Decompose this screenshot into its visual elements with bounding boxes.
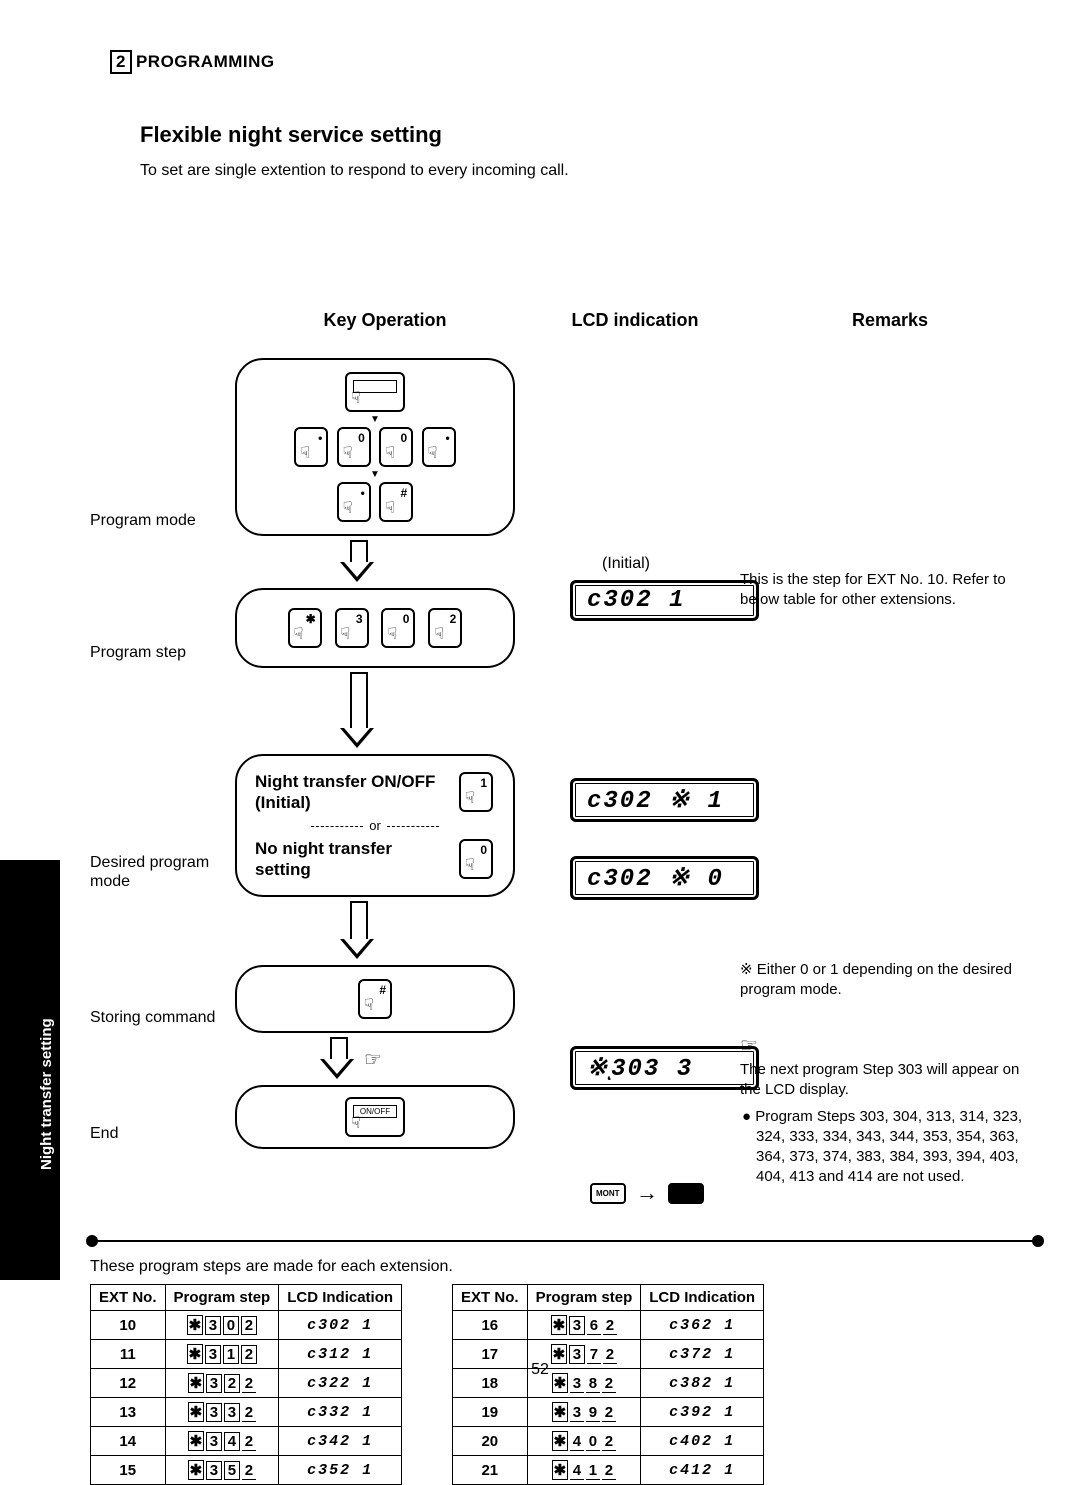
label-program-step: Program step [90, 588, 235, 668]
card-end: ON/OFF☟ [235, 1085, 515, 1149]
arrow-down-icon [340, 540, 374, 584]
th-ext: EXT No. [453, 1285, 528, 1311]
intro-text: To set are single extention to respond t… [140, 162, 1020, 180]
night-transfer-on-label: Night transfer ON/OFF (Initial) [255, 771, 447, 814]
keycap-icon: ☟ [345, 372, 405, 412]
table-row: 16✱362c362 1 [453, 1311, 764, 1340]
page-header: 2PROGRAMMING [110, 50, 1020, 74]
col-head-remarks: Remarks [780, 310, 1000, 331]
keycap-icon: ON/OFF☟ [345, 1097, 405, 1137]
keycap-icon: 0☟ [381, 608, 415, 648]
remark-step2: ※ Either 0 or 1 depending on the desired… [740, 960, 1040, 1001]
ext-table-left: EXT No. Program step LCD Indication 10✱3… [90, 1284, 402, 1485]
keycap-icon: 1☟ [459, 772, 493, 812]
label-storing: Storing command [90, 965, 235, 1033]
card-desired-mode: Night transfer ON/OFF (Initial) 1☟ or No… [235, 754, 515, 897]
label-desired-mode: Desired program mode [90, 754, 235, 897]
lcd-display: c302 ※ 0 [570, 856, 759, 900]
lcd-display: c302 ※ 1 [570, 778, 759, 822]
table-caption: These program steps are made for each ex… [90, 1258, 453, 1276]
no-night-transfer-label: No night transfer setting [255, 838, 447, 881]
col-head-lcd: LCD indication [550, 310, 720, 331]
card-program-mode: ☟ ▼ •☟ 0☟ 0☟ •☟ ▼ •☟ #☟ [235, 358, 515, 536]
or-divider: or [255, 818, 495, 833]
table-row: 10✱302c302 1 [91, 1311, 402, 1340]
th-lcd: LCD Indication [641, 1285, 764, 1311]
page-title: Flexible night service setting [140, 122, 1020, 148]
arrow-down-icon [320, 1037, 354, 1081]
lcd-display: c302 1 [570, 580, 759, 621]
label-end: End [90, 1085, 235, 1149]
keycap-icon: 0☟ [337, 427, 371, 467]
arrow-down-icon: .flow .row + .arrow-down[style*="78px"]:… [340, 672, 374, 750]
pointing-hand-icon: ☞ [740, 1035, 758, 1057]
remark-step3-bullet: Program Steps 303, 304, 313, 314, 323, 3… [755, 1108, 1022, 1186]
keycap-icon: #☟ [379, 482, 413, 522]
label-program-mode: Program mode [90, 358, 235, 536]
remark-step3: ☞ The next program Step 303 will appear … [740, 1033, 1040, 1188]
side-tab: Night transfer setting [0, 860, 60, 1280]
table-row: 14✱342c342 1 [91, 1427, 402, 1456]
col-head-key-operation: Key Operation [280, 310, 490, 331]
mont-switch-diagram: MONT → MONT [590, 1180, 704, 1206]
table-row: 19✱392c392 1 [453, 1398, 764, 1427]
remark-step3-intro: The next program Step 303 will appear on… [740, 1061, 1019, 1098]
section-label: PROGRAMMING [136, 52, 275, 71]
keycap-icon: •☟ [294, 427, 328, 467]
mont-on-icon: MONT [668, 1183, 704, 1204]
ext-table-right: EXT No. Program step LCD Indication 16✱3… [452, 1284, 764, 1485]
arrow-right-icon: → [636, 1180, 658, 1206]
card-program-step: ✱☟ 3☟ 0☟ 2☟ [235, 588, 515, 668]
arrow-down-icon: .flow .arrow-down[style*="60px"]::before… [340, 901, 374, 961]
section-number: 2 [110, 50, 132, 74]
lcd-display: ※ͺ303 3 [570, 1046, 759, 1090]
table-row: 20✱402c402 1 [453, 1427, 764, 1456]
timeline-bar [90, 1240, 1040, 1242]
th-ext: EXT No. [91, 1285, 166, 1311]
keycap-icon: 2☟ [428, 608, 462, 648]
table-row: 13✱332c332 1 [91, 1398, 402, 1427]
side-tab-label: Night transfer setting [38, 1018, 55, 1170]
table-row: 21✱412c412 1 [453, 1456, 764, 1485]
keycap-icon: •☟ [422, 427, 456, 467]
keycap-icon: •☟ [337, 482, 371, 522]
remark-step1: This is the step for EXT No. 10. Refer t… [740, 570, 1040, 611]
th-lcd: LCD Indication [279, 1285, 402, 1311]
page-number: 52 [0, 1361, 1080, 1379]
keycap-icon: 3☟ [335, 608, 369, 648]
card-storing: #☟ [235, 965, 515, 1033]
pointing-hand-icon: ☞ [364, 1047, 382, 1072]
table-row: 15✱352c352 1 [91, 1456, 402, 1485]
keycap-icon: ✱☟ [288, 608, 322, 648]
initial-label: (Initial) [602, 555, 650, 573]
mont-off-icon: MONT [590, 1183, 626, 1204]
keycap-icon: 0☟ [379, 427, 413, 467]
th-pstep: Program step [165, 1285, 279, 1311]
keycap-icon: 0☟ [459, 839, 493, 879]
keycap-icon: #☟ [358, 979, 392, 1019]
th-pstep: Program step [527, 1285, 641, 1311]
